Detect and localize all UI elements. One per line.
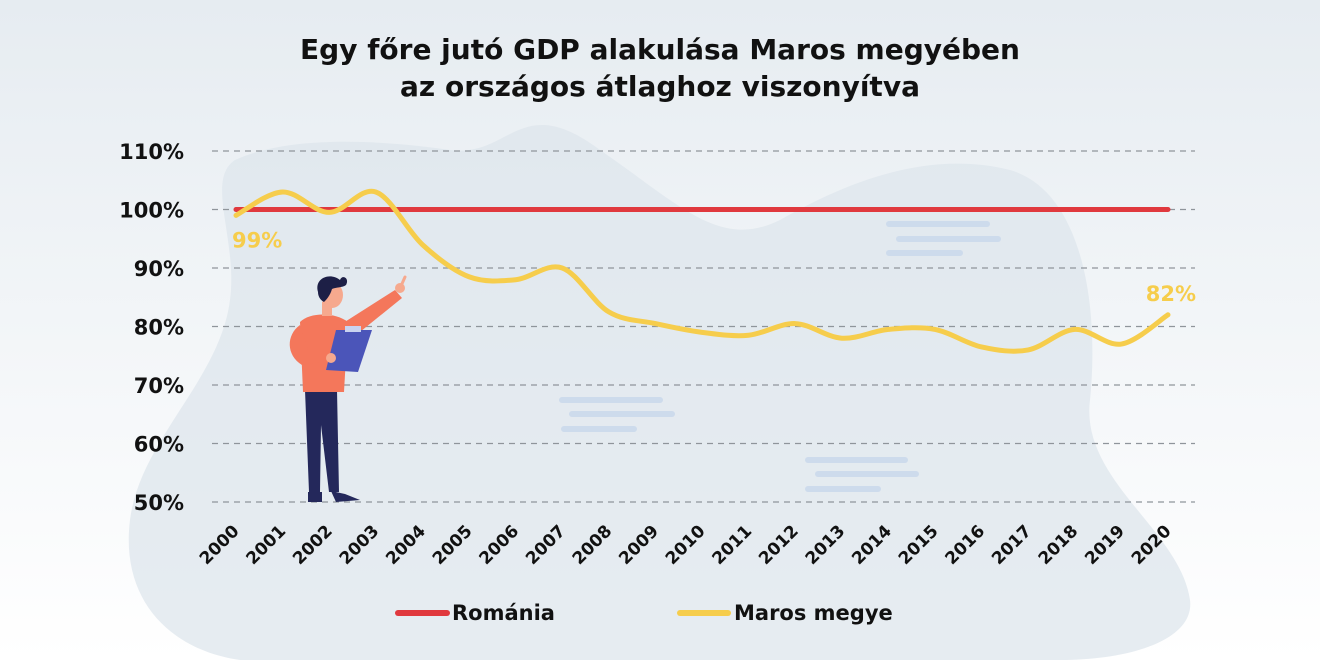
y-tick-label: 100% bbox=[119, 199, 184, 223]
y-tick-label: 90% bbox=[134, 257, 184, 281]
chart-title: Egy főre jutó GDP alakulása Maros megyéb… bbox=[300, 33, 1020, 103]
background-blob bbox=[128, 125, 1191, 660]
data-label-2000: 99% bbox=[232, 228, 282, 252]
decorative-dashes bbox=[559, 221, 1001, 492]
data-label-2020: 82% bbox=[1146, 282, 1196, 306]
y-tick-label: 70% bbox=[134, 374, 184, 398]
y-tick-label: 80% bbox=[134, 316, 184, 340]
series-line-maros-megye bbox=[233, 188, 1171, 354]
y-axis-ticks: 50% 60% 70% 80% 90% 100% 110% bbox=[119, 140, 184, 515]
legend-label-romania: Románia bbox=[452, 601, 555, 625]
title-line-1: Egy főre jutó GDP alakulása Maros megyéb… bbox=[300, 33, 1020, 66]
y-tick-label: 50% bbox=[134, 491, 184, 515]
person-pointing-with-clipboard-icon bbox=[289, 275, 407, 502]
legend: Románia Maros megye bbox=[395, 601, 893, 625]
legend-label-maros-megye: Maros megye bbox=[734, 601, 893, 625]
y-tick-label: 60% bbox=[134, 433, 184, 457]
title-line-2: az országos átlaghoz viszonyítva bbox=[400, 70, 920, 103]
y-tick-label: 110% bbox=[119, 140, 184, 164]
series-lines bbox=[233, 188, 1171, 354]
